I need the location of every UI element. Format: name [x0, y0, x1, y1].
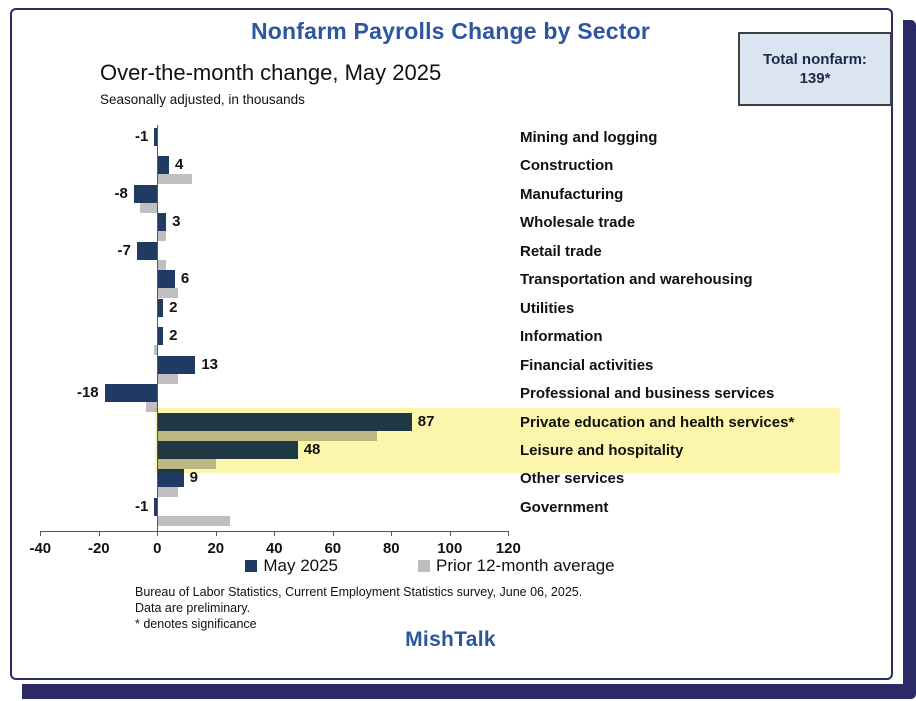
- legend-swatch-gray-icon: [418, 560, 431, 572]
- total-nonfarm-label: Total nonfarm:: [763, 51, 867, 68]
- panel-shadow-right: [903, 20, 916, 691]
- legend-swatch-navy-icon: [245, 560, 258, 572]
- chart-subtitle: Over-the-month change, May 2025: [100, 60, 442, 85]
- chart-title: Nonfarm Payrolls Change by Sector: [251, 18, 650, 44]
- legend-item-may-2025: May 2025: [245, 556, 338, 576]
- source-line-2: Data are preliminary.: [135, 601, 251, 615]
- total-nonfarm-box: Total nonfarm: 139*: [738, 32, 892, 106]
- source-line-1: Bureau of Labor Statistics, Current Empl…: [135, 585, 583, 599]
- legend-item-prior-average: Prior 12-month average: [418, 556, 615, 576]
- chart-panel: [10, 8, 893, 680]
- total-nonfarm-value: 139*: [799, 70, 831, 87]
- panel-shadow-bottom: [22, 684, 916, 699]
- brand-logo: MishTalk: [405, 628, 496, 651]
- chart-subnote: Seasonally adjusted, in thousands: [100, 92, 305, 107]
- source-note: Bureau of Labor Statistics, Current Empl…: [135, 584, 582, 632]
- chart-legend: May 2025 Prior 12-month average: [100, 556, 760, 576]
- source-line-3: * denotes significance: [135, 617, 257, 631]
- legend-label-may-2025: May 2025: [263, 556, 339, 575]
- legend-label-prior-average: Prior 12-month average: [436, 556, 615, 575]
